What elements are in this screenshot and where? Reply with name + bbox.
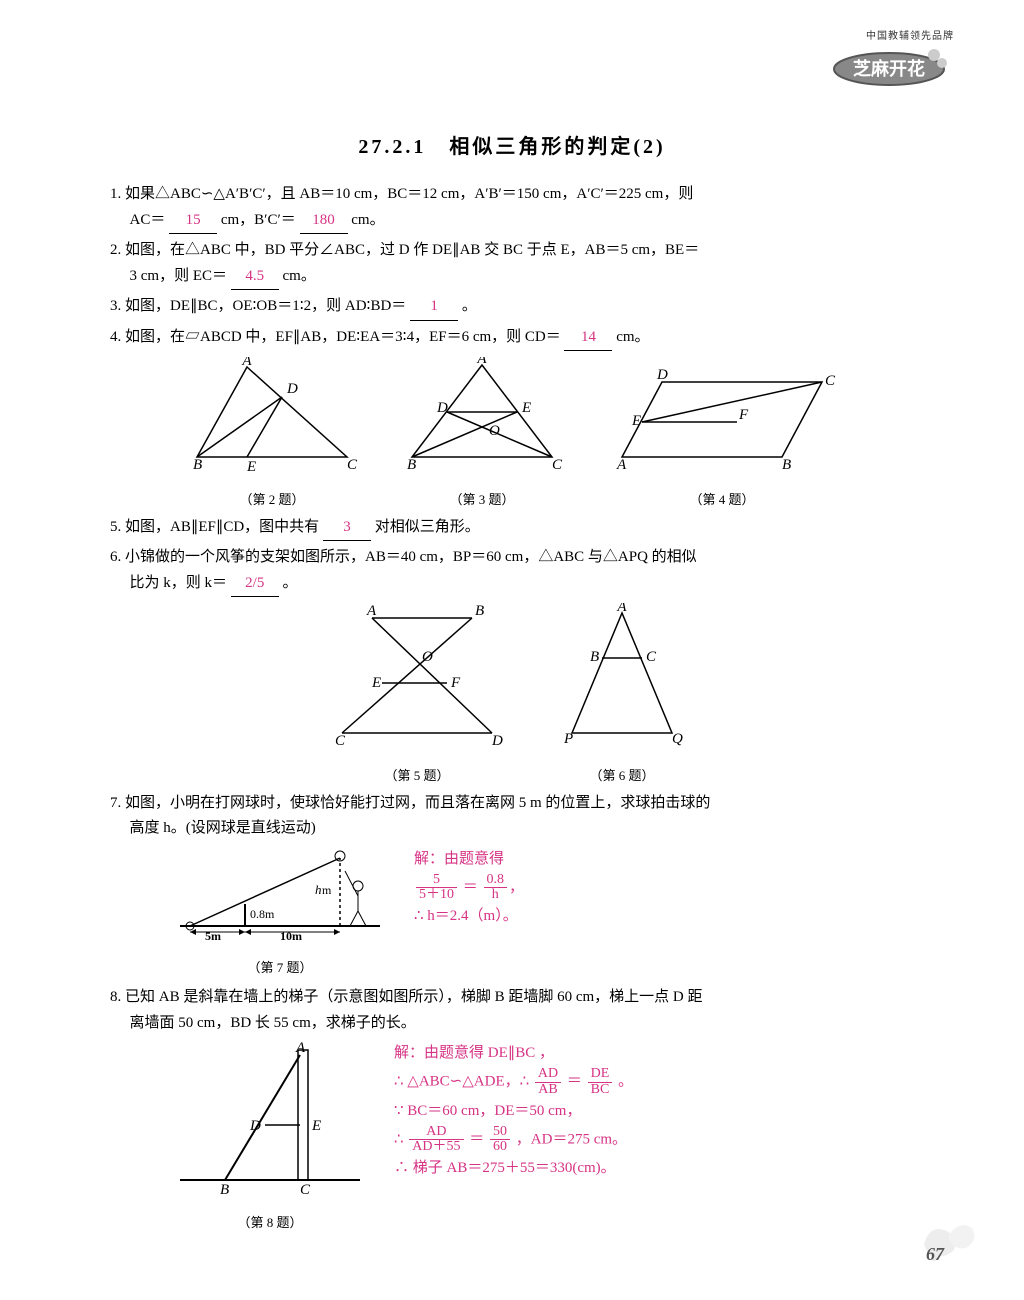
svg-text:h: h bbox=[315, 882, 322, 897]
figure-row-2: A B O E F C D （第 5 题） A B C P Q （第 6 题） bbox=[110, 603, 914, 787]
problem-6: 6. 小锦做的一个风筝的支架如图所示，AB＝40 cm，BP＝60 cm，△AB… bbox=[110, 545, 914, 597]
problem-8: 8. 已知 AB 是斜靠在墙上的梯子（示意图如图所示），梯脚 B 距墙脚 60 … bbox=[110, 985, 914, 1036]
svg-text:B: B bbox=[220, 1182, 229, 1198]
svg-text:5m: 5m bbox=[205, 929, 221, 943]
figure-6: A B C P Q （第 6 题） bbox=[547, 603, 697, 787]
figure-4: D C E F A B （第 4 题） bbox=[607, 367, 837, 511]
svg-text:10m: 10m bbox=[280, 929, 302, 943]
svg-text:m: m bbox=[322, 883, 332, 897]
svg-text:Q: Q bbox=[672, 731, 683, 747]
solution-7-text: 解：由题意得 55＋10 ＝ 0.8h， ∴ h＝2.4（m）。 bbox=[414, 846, 524, 930]
svg-text:C: C bbox=[552, 457, 563, 473]
svg-text:A: A bbox=[366, 603, 377, 619]
svg-text:C: C bbox=[646, 649, 657, 665]
svg-text:A: A bbox=[241, 357, 252, 369]
svg-text:B: B bbox=[407, 457, 416, 473]
svg-text:E: E bbox=[371, 675, 381, 691]
svg-text:D: D bbox=[491, 733, 503, 749]
svg-text:B: B bbox=[193, 457, 202, 473]
problem-1: 1. 如果△ABC∽△A′B′C′，且 AB＝10 cm，BC＝12 cm，A′… bbox=[110, 182, 914, 234]
svg-text:C: C bbox=[347, 457, 357, 473]
svg-text:F: F bbox=[738, 407, 749, 423]
solution-8: A D E B C （第 8 题） 解：由题意得 DE∥BC ， ∴ △ABC∽… bbox=[110, 1040, 914, 1234]
svg-text:E: E bbox=[246, 459, 256, 475]
corner-bells-icon bbox=[904, 1210, 984, 1280]
figure-5: A B O E F C D （第 5 题） bbox=[327, 603, 507, 787]
problem-3: 3. 如图，DE∥BC，OE∶OB＝1∶2，则 AD∶BD＝ 1 。 bbox=[110, 294, 914, 321]
svg-text:B: B bbox=[590, 649, 599, 665]
chapter-title: 27.2.1 相似三角形的判定(2) bbox=[110, 130, 914, 164]
blank-p3: 1 bbox=[410, 294, 458, 321]
problem-4: 4. 如图，在▱ABCD 中，EF∥AB，DE∶EA＝3∶4，EF＝6 cm，则… bbox=[110, 325, 914, 352]
blank-p4: 14 bbox=[564, 325, 612, 352]
figure-row-1: A D B E C （第 2 题） A D E O B C （第 3 题） D bbox=[110, 357, 914, 511]
svg-text:E: E bbox=[631, 413, 641, 429]
svg-text:E: E bbox=[311, 1118, 321, 1134]
svg-text:P: P bbox=[563, 731, 573, 747]
svg-text:F: F bbox=[450, 675, 461, 691]
blank-p1-ac: 15 bbox=[169, 208, 217, 235]
blank-p6: 2/5 bbox=[231, 571, 279, 598]
svg-text:B: B bbox=[782, 457, 791, 473]
svg-text:A: A bbox=[616, 603, 627, 615]
svg-text:0.8m: 0.8m bbox=[250, 907, 275, 921]
svg-text:D: D bbox=[286, 381, 298, 397]
problem-2: 2. 如图，在△ABC 中，BD 平分∠ABC，过 D 作 DE∥AB 交 BC… bbox=[110, 238, 914, 290]
figure-8: A D E B C （第 8 题） bbox=[170, 1040, 370, 1234]
svg-text:C: C bbox=[335, 733, 346, 749]
figure-2: A D B E C （第 2 题） bbox=[187, 357, 357, 511]
blank-p5: 3 bbox=[323, 515, 371, 542]
figure-3: A D E O B C （第 3 题） bbox=[397, 357, 567, 511]
figure-7: 0.8m hm 5m 10m （第 7 题） bbox=[170, 846, 390, 980]
svg-text:O: O bbox=[422, 649, 433, 665]
svg-text:C: C bbox=[825, 373, 836, 389]
svg-text:D: D bbox=[249, 1118, 261, 1134]
svg-text:A: A bbox=[476, 357, 487, 367]
svg-text:E: E bbox=[521, 400, 531, 416]
svg-text:A: A bbox=[295, 1040, 306, 1056]
svg-text:C: C bbox=[300, 1182, 311, 1198]
brand-logo: 中国教辅领先品牌 芝麻开花 bbox=[824, 28, 954, 88]
problem-7: 7. 如图，小明在打网球时，使球恰好能打过网，而且落在离网 5 m 的位置上，求… bbox=[110, 791, 914, 842]
svg-text:芝麻开花: 芝麻开花 bbox=[853, 58, 925, 79]
brand-flower-logo: 芝麻开花 bbox=[824, 45, 954, 87]
solution-8-text: 解：由题意得 DE∥BC ， ∴ △ABC∽△ADE，∴ ADAB ＝ DEBC… bbox=[394, 1040, 633, 1182]
svg-text:A: A bbox=[616, 457, 627, 473]
svg-text:O: O bbox=[489, 423, 500, 439]
blank-p1-bc: 180 bbox=[300, 208, 348, 235]
svg-text:D: D bbox=[436, 400, 448, 416]
blank-p2-ec: 4.5 bbox=[231, 264, 279, 291]
page-number: 67 bbox=[926, 1239, 944, 1270]
brand-tagline: 中国教辅领先品牌 bbox=[824, 28, 954, 45]
svg-text:B: B bbox=[475, 603, 484, 619]
solution-7: 0.8m hm 5m 10m （第 7 题） 解：由题意得 55＋10 ＝ 0.… bbox=[110, 846, 914, 980]
problem-5: 5. 如图，AB∥EF∥CD，图中共有 3 对相似三角形。 bbox=[110, 515, 914, 542]
problem-1-line1: 1. 如果△ABC∽△A′B′C′，且 AB＝10 cm，BC＝12 cm，A′… bbox=[110, 186, 693, 202]
svg-text:D: D bbox=[656, 367, 668, 383]
